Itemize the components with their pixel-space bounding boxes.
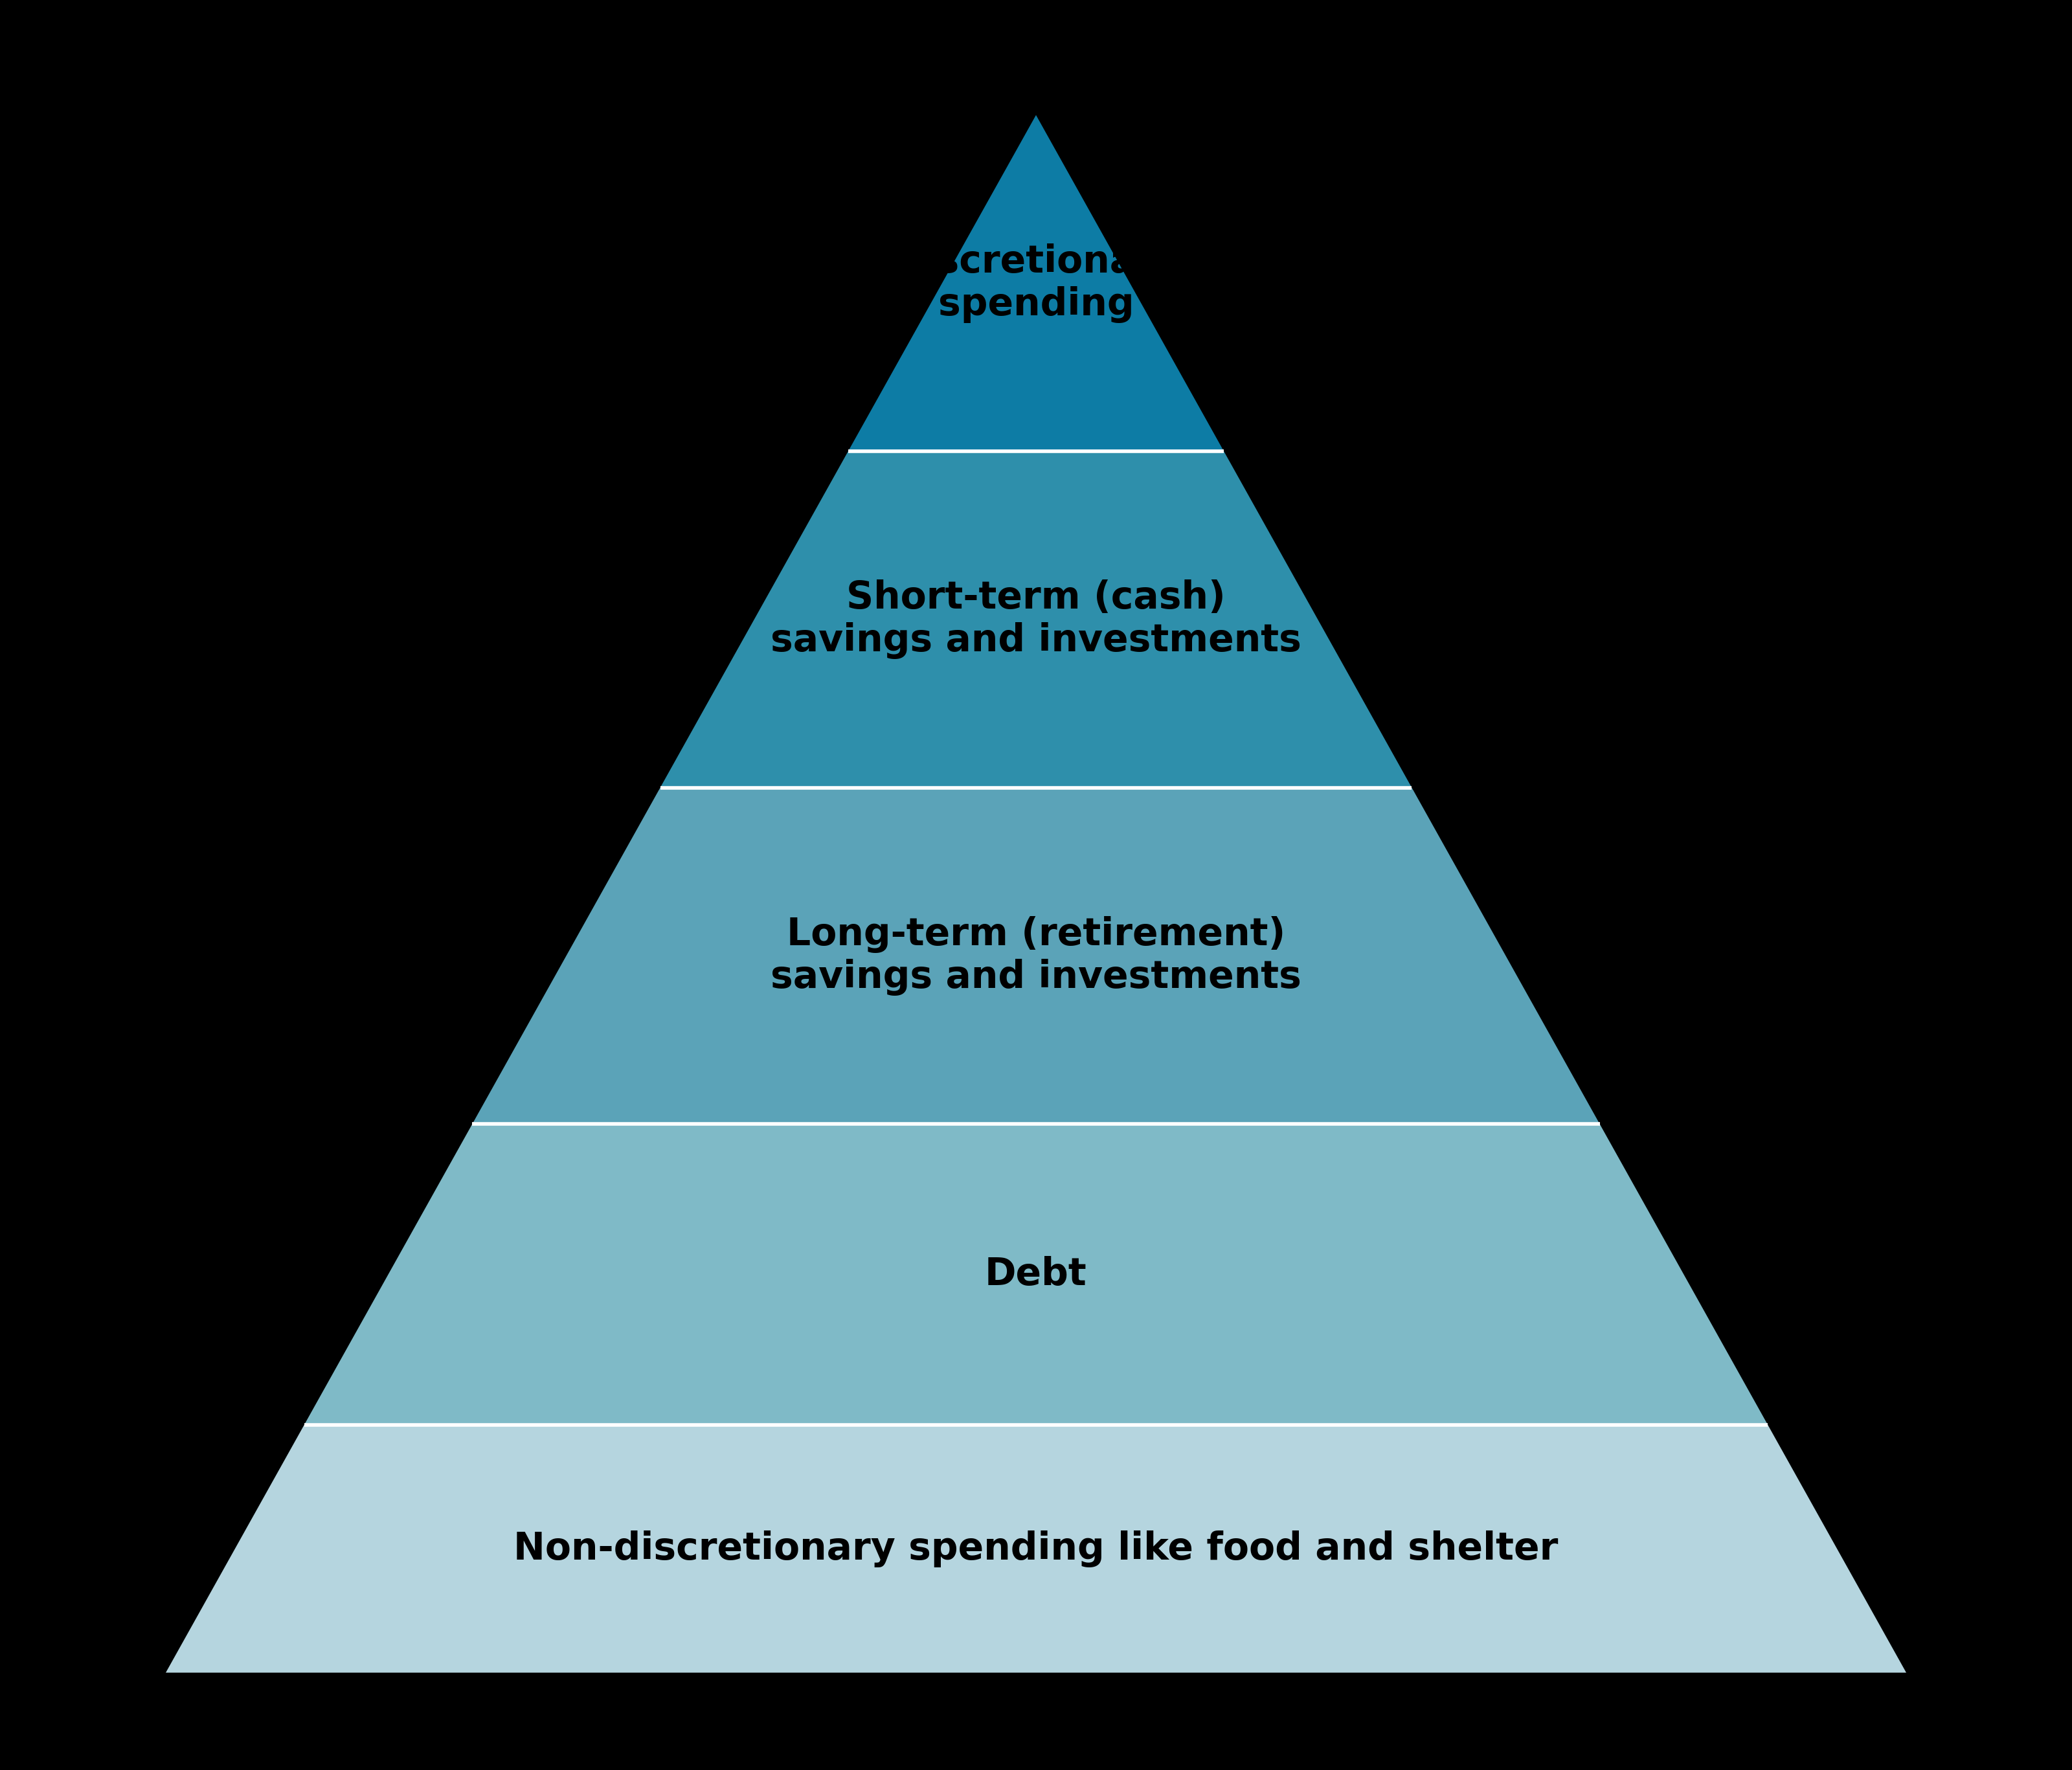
Text: Non-discretionary spending like food and shelter: Non-discretionary spending like food and… xyxy=(514,1531,1558,1566)
Text: Long-term (retirement)
savings and investments: Long-term (retirement) savings and inves… xyxy=(771,917,1301,995)
Text: Debt: Debt xyxy=(984,1257,1088,1292)
Polygon shape xyxy=(661,451,1411,788)
Polygon shape xyxy=(472,788,1600,1124)
Polygon shape xyxy=(305,1124,1767,1425)
Text: Short-term (cash)
savings and investments: Short-term (cash) savings and investment… xyxy=(771,581,1301,658)
Text: Discretionary
spending: Discretionary spending xyxy=(893,244,1179,322)
Polygon shape xyxy=(847,115,1225,451)
Polygon shape xyxy=(166,1425,1906,1673)
